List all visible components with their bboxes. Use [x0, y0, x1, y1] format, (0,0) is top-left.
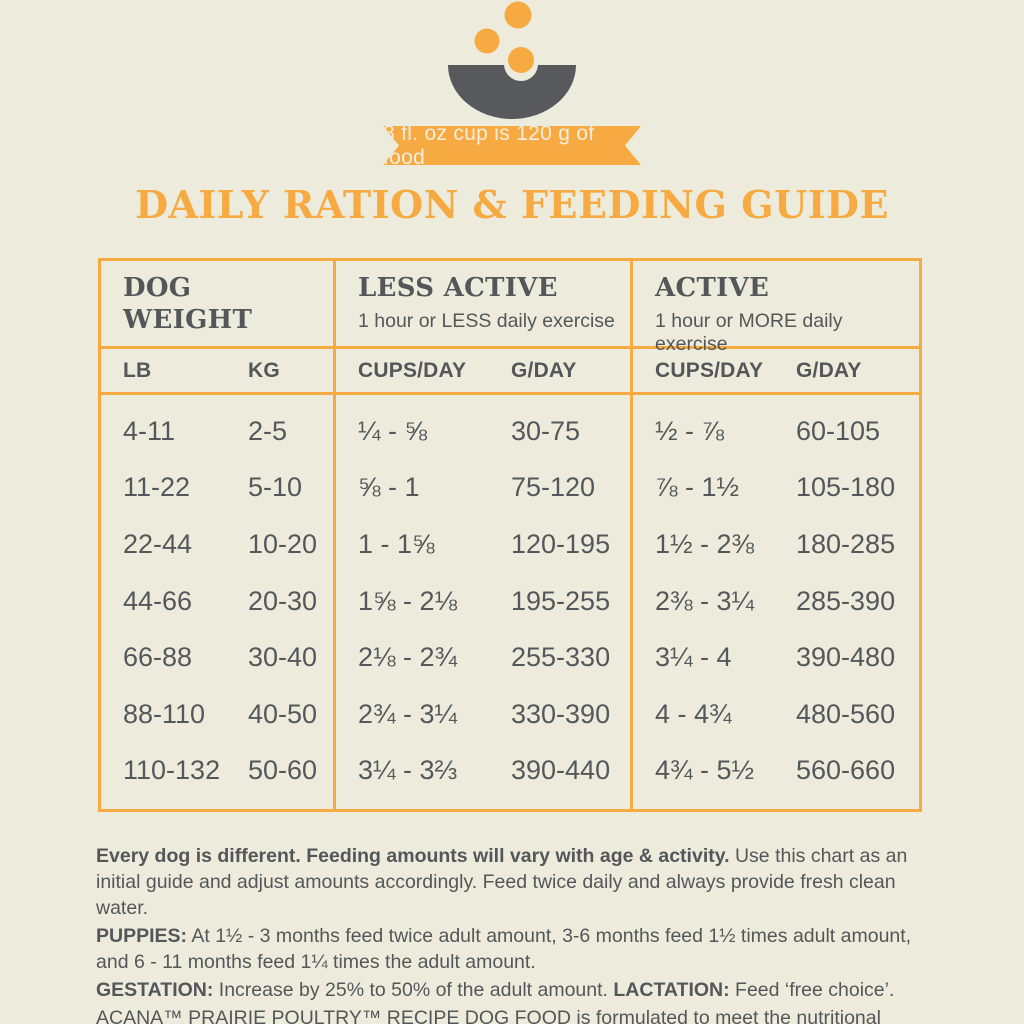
note-general: Every dog is different. Feeding amounts …	[96, 845, 908, 919]
table-row: 88-110 40-50	[101, 686, 333, 743]
cell-grams: 285-390	[796, 585, 896, 616]
cell-cups: 1½ - 2⅜	[655, 528, 755, 559]
feeding-guide-table: DOG WEIGHT LB KG 4-11 2-5 11-22 5-10 22-…	[98, 258, 922, 812]
cell-kg: 2-5	[248, 415, 288, 446]
cell-grams: 560-660	[796, 755, 896, 786]
less-active-title: LESS ACTIVE	[358, 273, 558, 303]
cell-lb: 4-11	[123, 415, 176, 446]
cell-cups: ½ - ⅞	[655, 415, 725, 446]
cell-kg: 20-30	[248, 585, 318, 616]
column-less-active: LESS ACTIVE 1 hour or LESS daily exercis…	[333, 261, 630, 809]
less-active-subheader-row: CUPS/DAY G/DAY	[336, 349, 630, 395]
cell-grams: 390-440	[511, 755, 611, 786]
cell-kg: 50-60	[248, 755, 318, 786]
subheader-cups-day: CUPS/DAY	[358, 358, 467, 382]
cell-kg: 5-10	[248, 472, 303, 503]
cell-grams: 255-330	[511, 642, 611, 673]
table-row: 3¼ - 4 390-480	[633, 629, 919, 686]
cell-grams: 75-120	[511, 472, 596, 503]
table-row: 22-44 10-20	[101, 516, 333, 573]
cell-grams: 390-480	[796, 642, 896, 673]
table-row: 110-132 50-60	[101, 742, 333, 799]
active-header: ACTIVE 1 hour or MORE daily exercise	[633, 261, 919, 355]
table-row: 2¾ - 3¼ 330-390	[336, 686, 630, 743]
table-row: ⅞ - 1½ 105-180	[633, 460, 919, 517]
less-active-subtitle: 1 hour or LESS daily exercise	[358, 309, 615, 332]
active-title: ACTIVE	[655, 273, 770, 303]
food-bowl-icon	[448, 1, 576, 119]
column-active: ACTIVE 1 hour or MORE daily exercise CUP…	[630, 261, 919, 809]
cell-kg: 40-50	[248, 698, 318, 729]
table-row: 2⅜ - 3¼ 285-390	[633, 573, 919, 630]
less-active-header: LESS ACTIVE 1 hour or LESS daily exercis…	[336, 261, 630, 349]
note-formulation: ACANA™ PRAIRIE POULTRY™ RECIPE DOG FOOD …	[96, 1007, 881, 1024]
page-title: DAILY RATION & FEEDING GUIDE	[135, 182, 889, 227]
subheader-kg: KG	[248, 358, 280, 382]
cell-cups: 3¼ - 3⅔	[358, 755, 458, 786]
cell-cups: 2¾ - 3¼	[358, 698, 458, 729]
table-row: 11-22 5-10	[101, 460, 333, 517]
cell-cups: 2⅜ - 3¼	[655, 585, 755, 616]
note-puppies: PUPPIES: At 1½ - 3 months feed twice adu…	[96, 925, 912, 973]
table-row: ¼ - ⅝ 30-75	[336, 403, 630, 460]
table-row: ⅝ - 1 75-120	[336, 460, 630, 517]
cell-cups: 1⅝ - 2⅛	[358, 585, 458, 616]
cell-cups: 4¾ - 5½	[655, 755, 755, 786]
cell-cups: 3¼ - 4	[655, 642, 732, 673]
cell-lb: 110-132	[123, 755, 221, 786]
dog-weight-header-line2: WEIGHT	[123, 304, 253, 335]
cell-kg: 10-20	[248, 528, 318, 559]
cup-measure-label: 8 fl. oz cup is 120 g of food	[383, 121, 595, 169]
cell-lb: 44-66	[123, 585, 193, 616]
cell-lb: 88-110	[123, 698, 206, 729]
table-row: 3¼ - 3⅔ 390-440	[336, 742, 630, 799]
active-subtitle: 1 hour or MORE daily exercise	[655, 309, 843, 355]
footnotes: Every dog is different. Feeding amounts …	[96, 843, 928, 1024]
table-row: 44-66 20-30	[101, 573, 333, 630]
subheader-g-day: G/DAY	[511, 358, 577, 382]
cell-grams: 180-285	[796, 528, 896, 559]
cup-measure-ribbon: 8 fl. oz cup is 120 g of food	[383, 126, 641, 165]
cell-lb: 66-88	[123, 642, 193, 673]
dog-weight-header-line1: DOG	[123, 273, 192, 303]
cell-kg: 30-40	[248, 642, 318, 673]
cell-cups: ⅝ - 1	[358, 472, 420, 503]
table-row: 4¾ - 5½ 560-660	[633, 742, 919, 799]
subheader-g-day: G/DAY	[796, 358, 862, 382]
cell-lb: 22-44	[123, 528, 193, 559]
table-row: 4-11 2-5	[101, 403, 333, 460]
column-dog-weight: DOG WEIGHT LB KG 4-11 2-5 11-22 5-10 22-…	[101, 261, 333, 809]
cell-cups: 1 - 1⅝	[358, 528, 435, 559]
cell-cups: 4 - 4¾	[655, 698, 732, 729]
cell-grams: 480-560	[796, 698, 896, 729]
cell-lb: 11-22	[123, 472, 191, 503]
cell-grams: 120-195	[511, 528, 611, 559]
cell-grams: 105-180	[796, 472, 896, 503]
note-gestation-lactation: GESTATION: Increase by 25% to 50% of the…	[96, 979, 895, 1001]
cell-grams: 60-105	[796, 415, 881, 446]
cell-cups: ⅞ - 1½	[655, 472, 740, 503]
subheader-lb: LB	[123, 358, 152, 382]
cell-cups: 2⅛ - 2¾	[358, 642, 458, 673]
table-row: ½ - ⅞ 60-105	[633, 403, 919, 460]
cell-grams: 30-75	[511, 415, 581, 446]
table-row: 1 - 1⅝ 120-195	[336, 516, 630, 573]
table-row: 66-88 30-40	[101, 629, 333, 686]
weight-subheader-row: LB KG	[101, 349, 333, 395]
table-row: 1⅝ - 2⅛ 195-255	[336, 573, 630, 630]
cell-grams: 195-255	[511, 585, 611, 616]
table-row: 1½ - 2⅜ 180-285	[633, 516, 919, 573]
subheader-cups-day: CUPS/DAY	[655, 358, 764, 382]
cell-grams: 330-390	[511, 698, 611, 729]
table-row: 4 - 4¾ 480-560	[633, 686, 919, 743]
active-subheader-row: CUPS/DAY G/DAY	[633, 349, 919, 395]
table-row: 2⅛ - 2¾ 255-330	[336, 629, 630, 686]
cell-cups: ¼ - ⅝	[358, 415, 428, 446]
dog-weight-header: DOG WEIGHT	[101, 261, 333, 349]
